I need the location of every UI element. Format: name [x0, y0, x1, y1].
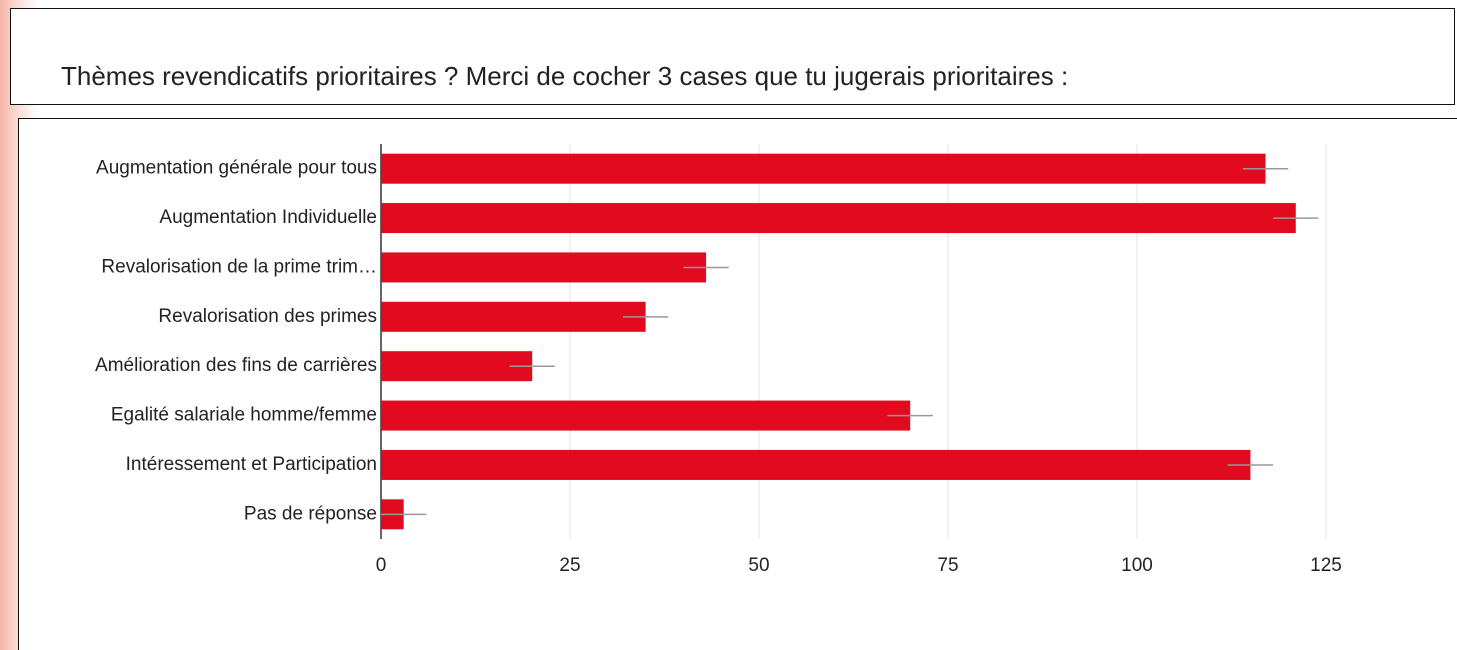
- x-tick-label: 50: [748, 555, 769, 576]
- y-tick-label: Pas de réponse: [244, 503, 377, 524]
- bar: [381, 252, 707, 283]
- bar: [381, 301, 646, 332]
- chart-title: Thèmes revendicatifs prioritaires ? Merc…: [61, 61, 1069, 91]
- x-tick-label: 75: [937, 555, 958, 576]
- title-box: Thèmes revendicatifs prioritaires ? Merc…: [10, 8, 1455, 105]
- x-tick-label: 100: [1121, 555, 1153, 576]
- bar: [381, 449, 1251, 480]
- y-tick-label: Revalorisation des primes: [158, 306, 377, 327]
- bar: [381, 351, 533, 382]
- y-tick-label: Egalité salariale homme/femme: [111, 405, 377, 426]
- y-tick-label: Intéressement et Participation: [126, 454, 377, 475]
- x-tick-label: 125: [1310, 555, 1342, 576]
- y-tick-label: Revalorisation de la prime trim…: [101, 256, 377, 277]
- y-tick-label: Augmentation Individuelle: [159, 207, 377, 228]
- x-tick-label: 0: [376, 555, 387, 576]
- x-tick-label: 25: [559, 555, 580, 576]
- bar: [381, 153, 1266, 184]
- y-tick-label: Amélioration des fins de carrières: [95, 355, 377, 376]
- y-tick-label: Augmentation générale pour tous: [96, 158, 377, 179]
- bar: [381, 400, 911, 431]
- bar: [381, 203, 1296, 234]
